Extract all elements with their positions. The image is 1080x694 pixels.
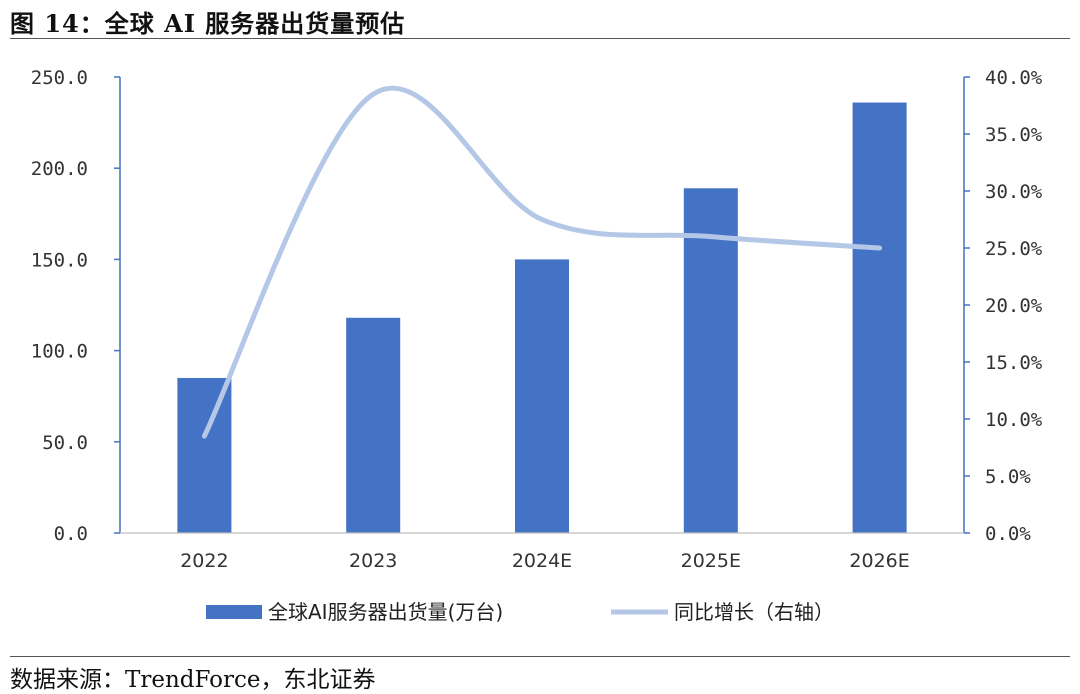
y-left-tick-label: 200.0	[31, 158, 88, 180]
y-left-tick-label: 0.0	[54, 523, 88, 545]
legend-label-bar: 全球AI服务器出货量(万台)	[268, 600, 503, 624]
y-right-tick-label: 30.0%	[985, 181, 1043, 203]
x-tick-label: 2025E	[681, 550, 741, 572]
y-right-tick-label: 20.0%	[985, 295, 1043, 317]
y-right-tick-label: 15.0%	[985, 352, 1043, 374]
y-right-tick-label: 5.0%	[985, 466, 1031, 488]
y-left-tick-label: 100.0	[31, 341, 88, 363]
y-right-tick-label: 40.0%	[985, 67, 1043, 89]
x-tick-label: 2024E	[512, 550, 572, 572]
y-left-tick-label: 250.0	[31, 67, 88, 89]
bar-2026E	[852, 102, 907, 533]
x-tick-label: 2026E	[849, 550, 909, 572]
y-right-tick-label: 25.0%	[985, 238, 1043, 260]
chart-canvas: 0.0 50.0 100.0 150.0 200.0 250.0 0.0% 5.0% 10.0%…	[31, 67, 1043, 624]
y-left-tick-label: 150.0	[31, 249, 88, 271]
x-tick-label: 2023	[349, 550, 397, 572]
y-left-tick-label: 50.0	[42, 432, 88, 454]
legend-label-line: 同比增长（右轴）	[674, 600, 834, 624]
title-rule	[10, 38, 1070, 39]
chart-title: 图 14：全球 AI 服务器出货量预估	[10, 9, 406, 38]
growth-line	[201, 85, 883, 439]
bar-2023	[346, 317, 401, 533]
y-right-tick-label: 10.0%	[985, 409, 1043, 431]
y-right-tick-label: 0.0%	[985, 523, 1031, 545]
source-rule	[10, 656, 1070, 657]
x-tick-label: 2022	[180, 550, 228, 572]
source-note: 数据来源：TrendForce，东北证券	[10, 667, 376, 693]
bar-2022	[177, 377, 232, 533]
y-right-tick-label: 35.0%	[985, 124, 1043, 146]
legend-swatch-bar	[206, 605, 262, 619]
bar-2024E	[515, 259, 569, 533]
bar-2025E	[683, 188, 738, 533]
